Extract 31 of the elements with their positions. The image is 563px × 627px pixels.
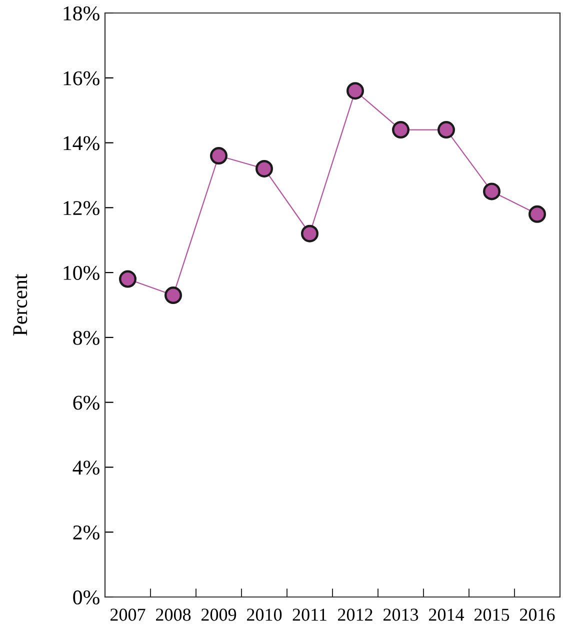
point (392, 121, 410, 139)
x-tick-label: 2010 (246, 608, 282, 621)
x-tick-label: 2009 (201, 608, 236, 621)
y-tick-label: 6% (73, 396, 100, 410)
x-tick-label: 2016 (520, 608, 555, 621)
x-tick-label: 2008 (156, 608, 191, 621)
x-tick-label: 2012 (338, 608, 372, 621)
y-tick-label: 16% (64, 71, 100, 86)
y-tick-label: 8% (73, 330, 100, 345)
x-tick-label: 2007 (110, 608, 146, 621)
y-tick-label: 18% (64, 6, 100, 20)
y-tick-label: 4% (72, 460, 100, 475)
point (301, 224, 318, 242)
y-tick-label: 14% (64, 136, 100, 150)
y-axis-title: Percent (13, 274, 28, 336)
y-tick-label: 0% (73, 590, 100, 604)
y-tick-label: 2% (73, 525, 100, 540)
y-tick-label: 12% (64, 201, 100, 216)
point (210, 147, 228, 165)
point (483, 182, 500, 200)
point (119, 270, 136, 288)
x-tick-label: 2013 (383, 608, 418, 621)
point (346, 82, 364, 100)
point (438, 121, 455, 139)
x-tick-label: 2014 (428, 608, 464, 621)
x-tick-label: 2011 (292, 608, 326, 621)
point (528, 205, 546, 223)
point (164, 286, 182, 304)
x-tick-label: 2015 (474, 608, 510, 621)
y-tick-label: 10% (64, 266, 100, 280)
point (256, 160, 273, 178)
